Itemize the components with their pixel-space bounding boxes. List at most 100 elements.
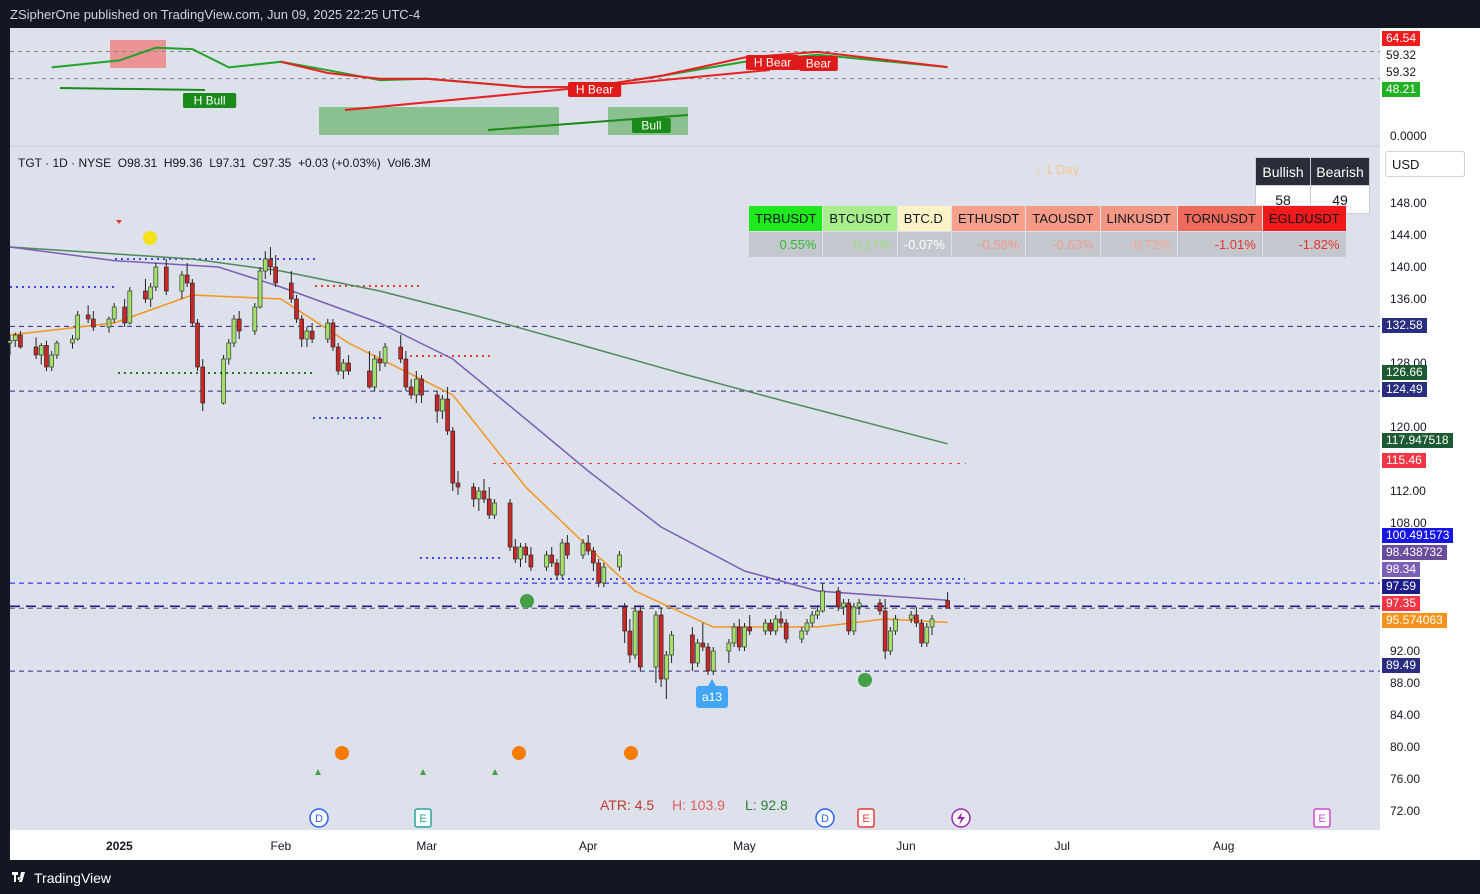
candle-body bbox=[252, 306, 258, 332]
price-axis-tick-label: 108.00 bbox=[1390, 516, 1427, 530]
candle-body bbox=[888, 630, 893, 652]
candle-body bbox=[179, 274, 185, 292]
candle-body bbox=[341, 362, 346, 372]
candle-body bbox=[700, 642, 706, 648]
dividend-icon bbox=[815, 808, 835, 828]
candle-body bbox=[690, 634, 695, 664]
candle-body bbox=[111, 306, 117, 320]
candle-body bbox=[731, 626, 737, 644]
price-axis-tick-label: 112.00 bbox=[1390, 484, 1426, 498]
earnings-icon-letter: E bbox=[1318, 813, 1325, 825]
osc-signal-label-bg bbox=[632, 118, 671, 133]
price-axis-tag: 124.49 bbox=[1382, 382, 1427, 397]
candle-body bbox=[236, 318, 242, 332]
candle-body bbox=[492, 502, 497, 516]
candle-body bbox=[226, 342, 232, 360]
candle-body bbox=[486, 498, 492, 516]
ticker-name-cell: ETHUSDT bbox=[950, 205, 1027, 232]
candle-body bbox=[268, 258, 273, 268]
candle-body bbox=[549, 554, 555, 564]
candle-body bbox=[846, 602, 851, 632]
candle-body bbox=[664, 654, 669, 680]
candle-body bbox=[544, 554, 549, 568]
candle-body bbox=[122, 306, 127, 324]
green-triangle-marker bbox=[420, 769, 426, 775]
candle-body bbox=[851, 606, 857, 632]
time-axis-label: 2025 bbox=[106, 839, 133, 853]
price-axis[interactable] bbox=[1380, 28, 1480, 830]
candle-body bbox=[33, 346, 39, 356]
candle-body bbox=[710, 650, 716, 672]
green-triangle-marker bbox=[492, 769, 498, 775]
symbol-legend: TGT · 1D · NYSE O98.31 H99.36 L97.31 C97… bbox=[18, 156, 431, 170]
ticker-name-cell: EGLDUSDT bbox=[1261, 205, 1347, 232]
candle-body bbox=[617, 554, 622, 568]
ticker-heatmap-table: TRBUSDT BTCUSDT BTC.D ETHUSDT TAOUSDT LINKUSD… bbox=[747, 205, 1347, 258]
high-stat: H: 103.9 bbox=[672, 797, 725, 813]
candle-body bbox=[38, 345, 44, 356]
ticker-change-cell: -0.58% bbox=[950, 231, 1027, 258]
price-axis-tick-label: 148.00 bbox=[1390, 196, 1427, 210]
osc-divergence-line bbox=[59, 87, 206, 91]
candle-body bbox=[627, 630, 633, 656]
osc-signal-label: Bull bbox=[641, 119, 661, 133]
osc-signal-label-bg bbox=[183, 93, 237, 108]
candle-body bbox=[914, 614, 919, 624]
osc-zone-bull-1 bbox=[319, 107, 559, 135]
osc-signal-label-bg bbox=[746, 55, 800, 70]
candle-body bbox=[91, 318, 96, 328]
price-axis-tick-label: 92.00 bbox=[1390, 644, 1420, 658]
bolt-glyph bbox=[957, 812, 965, 825]
candle-body bbox=[184, 274, 190, 284]
ticker-change-cell: 0.17% bbox=[822, 231, 898, 258]
osc-bear-line bbox=[280, 50, 948, 89]
earnings-icon bbox=[414, 808, 432, 828]
earnings-icon-letter: E bbox=[419, 813, 426, 825]
dividend-icon-letter: D bbox=[821, 813, 829, 825]
time-axis[interactable] bbox=[10, 830, 1480, 860]
green-signal-dot bbox=[520, 594, 534, 608]
candle-body bbox=[783, 622, 789, 640]
candle-body bbox=[398, 346, 403, 360]
time-axis-label: May bbox=[733, 839, 756, 853]
candle-body bbox=[580, 542, 586, 556]
candle-body bbox=[924, 626, 930, 644]
candle-body bbox=[190, 282, 195, 324]
currency-selector[interactable]: USD bbox=[1385, 151, 1465, 177]
candle-body bbox=[565, 542, 570, 556]
candle-body bbox=[44, 345, 49, 368]
candle-body bbox=[736, 626, 742, 648]
candle-body bbox=[231, 318, 237, 344]
osc-signal-label: H Bull bbox=[194, 94, 226, 108]
candle-body bbox=[195, 322, 200, 368]
candle-body bbox=[304, 330, 310, 340]
candle-body bbox=[49, 354, 54, 368]
candle-body bbox=[799, 630, 805, 640]
footer-bar: TradingView bbox=[0, 860, 1480, 894]
osc-axis-tick-label: 0.0000 bbox=[1390, 129, 1427, 143]
ticker-change-cell: -0.07% bbox=[896, 231, 952, 258]
price-axis-tag: 98.438732 bbox=[1382, 545, 1447, 560]
chart-area[interactable] bbox=[10, 28, 1380, 830]
time-axis-label: Jul bbox=[1055, 839, 1070, 853]
candle-body bbox=[335, 346, 341, 372]
ticker-name-cell: TRBUSDT bbox=[747, 205, 824, 232]
candle-body bbox=[945, 600, 950, 609]
candle-body bbox=[809, 614, 815, 624]
price-axis-tag: 132.58 bbox=[1382, 318, 1427, 333]
candle-body bbox=[450, 430, 456, 484]
candle-body bbox=[75, 314, 81, 340]
attribution-text: ZSipherOne published on TradingView.com,… bbox=[10, 7, 421, 22]
ticker-name-cell: BTC.D bbox=[896, 205, 952, 232]
moving-average-line bbox=[9, 246, 948, 602]
candle-body bbox=[414, 378, 419, 396]
ticker-change-cell: -1.01% bbox=[1176, 231, 1263, 258]
orange-signal-dot bbox=[512, 746, 526, 760]
candle-body bbox=[403, 358, 409, 388]
ticker-name-cell: LINKUSDT bbox=[1099, 205, 1178, 232]
candle-body bbox=[747, 626, 752, 632]
price-axis-tick-label: 136.00 bbox=[1390, 292, 1427, 306]
bullish-header: Bullish bbox=[1255, 157, 1311, 186]
osc-signal-label: H Bear bbox=[576, 83, 613, 97]
